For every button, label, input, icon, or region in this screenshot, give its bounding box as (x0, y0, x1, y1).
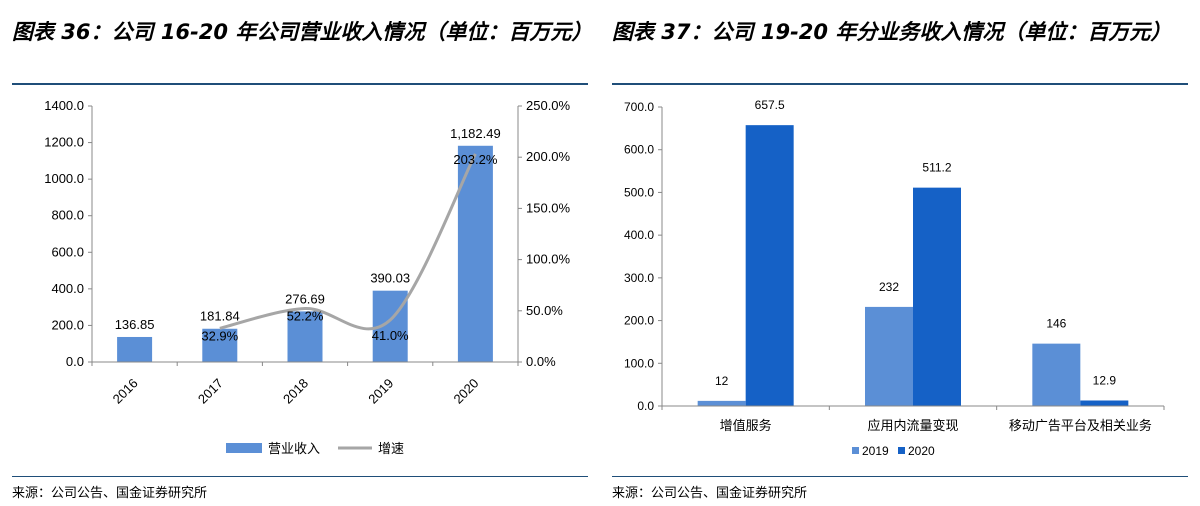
x-category-label: 移动广告平台及相关业务 (1009, 418, 1152, 433)
y-tick-label: 200.0 (624, 314, 654, 328)
segment-bar-2019 (865, 306, 913, 406)
revenue-bar (117, 336, 153, 362)
y-tick-label: 300.0 (624, 271, 654, 285)
title-rule (612, 83, 1188, 85)
segment-data-label: 12 (715, 374, 729, 388)
x-category-label: 增值服务 (720, 418, 772, 433)
y-tick-label: 1400.0 (44, 98, 84, 113)
growth-data-label: 52.2% (287, 309, 324, 324)
legend-swatch-revenue (226, 443, 262, 453)
y-tick-label: 1200.0 (44, 135, 84, 150)
revenue-data-label: 181.84 (200, 309, 240, 324)
x-tick-label: 2018 (280, 376, 311, 407)
segment-data-label: 12.9 (1093, 373, 1117, 387)
y2-tick-label: 0.0% (526, 354, 556, 369)
revenue-data-label: 276.69 (285, 291, 325, 306)
y-tick-label: 0.0 (637, 399, 654, 413)
segment-bar-2020 (913, 187, 961, 406)
x-tick-label: 2020 (450, 376, 481, 407)
revenue-data-label: 136.85 (115, 317, 155, 332)
growth-line (219, 153, 477, 331)
figure-title: 图表 37：公司 19-20 年分业务收入情况（单位：百万元） (612, 20, 1172, 44)
y2-tick-label: 50.0% (526, 303, 563, 318)
y-tick-label: 100.0 (624, 356, 654, 370)
y-tick-label: 700.0 (624, 100, 654, 114)
legend-label-revenue: 营业收入 (268, 441, 320, 456)
revenue-chart: 0.0 200.0 400.0 600.0 800.0 1000.0 1200.0 1400.… (44, 98, 571, 456)
growth-data-label: 41.0% (372, 328, 409, 343)
segment-data-label: 511.2 (922, 161, 951, 175)
revenue-bar (287, 311, 323, 362)
segment-bar-2019 (697, 400, 746, 406)
segment-data-label: 232 (879, 280, 899, 294)
y-tick-label: 600.0 (51, 244, 84, 259)
source-note: 来源：公司公告、国金证券研究所 (12, 486, 208, 501)
y-tick-label: 600.0 (624, 143, 654, 157)
legend-label-growth: 增速 (378, 441, 404, 456)
x-tick-label: 2017 (195, 376, 226, 407)
segment-data-label: 146 (1046, 317, 1066, 331)
source-rule (12, 476, 588, 477)
legend-swatch-2019 (852, 447, 859, 454)
y2-tick-label: 150.0% (526, 200, 571, 215)
y2-tick-label: 250.0% (526, 98, 571, 113)
segment-revenue-chart: 0.0 100.0 200.0 300.0 400.0 500.0 600.0 700.0 12… (624, 98, 1165, 458)
source-note: 来源：公司公告、国金证券研究所 (612, 486, 808, 501)
revenue-data-label: 1,182.49 (450, 126, 501, 141)
segment-bar-2020 (745, 125, 794, 407)
revenue-bar (202, 328, 238, 362)
y-tick-label: 800.0 (51, 208, 84, 223)
y-tick-label: 0.0 (66, 354, 84, 369)
growth-data-label: 203.2% (453, 152, 498, 167)
title-rule (12, 83, 588, 85)
legend-swatch-2020 (898, 447, 905, 454)
right-figure-panel: 图表 37：公司 19-20 年分业务收入情况（单位：百万元） 0.0 100.0… (612, 0, 1188, 506)
segment-data-label: 657.5 (755, 98, 785, 112)
x-tick-label: 2019 (365, 376, 396, 407)
x-category-label: 应用内流量变现 (867, 418, 958, 433)
segment-bar-2019 (1032, 343, 1081, 406)
legend-label-2020: 2020 (908, 444, 935, 458)
y2-tick-label: 200.0% (526, 149, 571, 164)
y-tick-label: 500.0 (624, 185, 654, 199)
figure-title: 图表 36：公司 16-20 年公司营业收入情况（单位：百万元） (12, 20, 593, 44)
y-tick-label: 400.0 (51, 281, 84, 296)
y-tick-label: 400.0 (624, 228, 654, 242)
y2-tick-label: 100.0% (526, 252, 571, 267)
left-figure-panel: 图表 36：公司 16-20 年公司营业收入情况（单位：百万元） 0.0 200.… (12, 0, 593, 506)
x-tick-label: 2016 (110, 376, 141, 407)
segment-bar-2020 (1080, 400, 1129, 406)
growth-data-label: 32.9% (201, 328, 238, 343)
y-tick-label: 200.0 (51, 317, 84, 332)
y-tick-label: 1000.0 (44, 171, 84, 186)
revenue-data-label: 390.03 (370, 271, 410, 286)
legend-label-2019: 2019 (862, 444, 889, 458)
source-rule (612, 476, 1188, 477)
